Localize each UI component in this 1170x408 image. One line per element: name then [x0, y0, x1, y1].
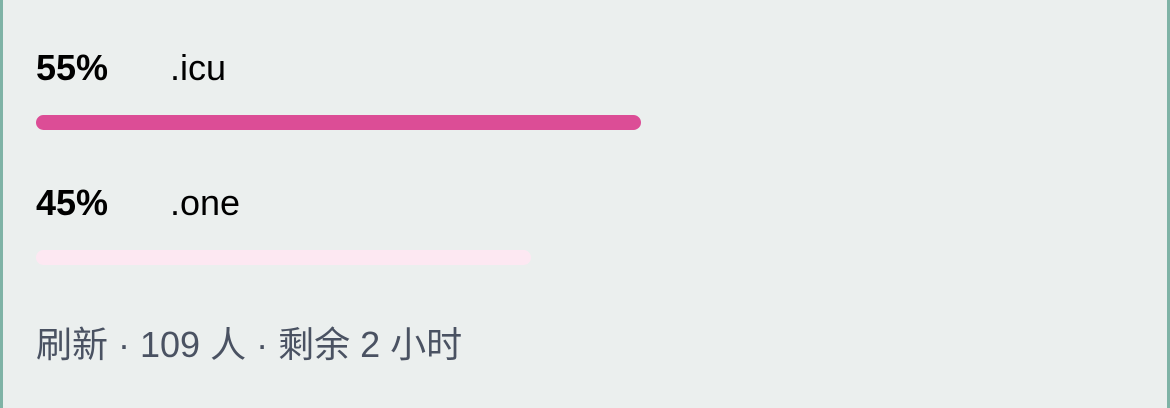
- poll-option-one[interactable]: 45% .one: [36, 183, 1136, 265]
- poll-footer: 刷新 · 109 人 · 剩余 2 小时: [36, 322, 462, 368]
- poll-result-bar: [36, 250, 531, 265]
- time-remaining: 剩余 2 小时: [278, 324, 463, 365]
- poll-option-label: .icu: [170, 47, 227, 88]
- refresh-link[interactable]: 刷新: [36, 324, 109, 365]
- voter-count: 109 人: [140, 324, 247, 365]
- poll-option-percent: 55%: [36, 47, 109, 88]
- poll-option-header: 45% .one: [36, 183, 1136, 223]
- poll-option-header: 55% .icu: [36, 48, 1136, 88]
- footer-separator: ·: [118, 324, 131, 365]
- poll-option-label: .one: [170, 182, 241, 223]
- poll-result-bar: [36, 115, 641, 130]
- poll-option-icu[interactable]: 55% .icu: [36, 48, 1136, 130]
- footer-separator: ·: [256, 324, 269, 365]
- poll-option-percent: 45%: [36, 182, 109, 223]
